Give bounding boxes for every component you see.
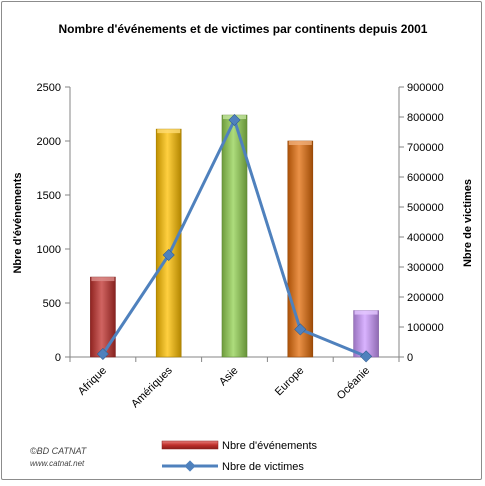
bar-cap	[157, 129, 181, 134]
chart-frame: Nombre d'événements et de victimes par c…	[1, 1, 482, 480]
y-tick-label: 0	[55, 352, 61, 364]
line-marker	[294, 323, 307, 336]
x-tick-label: Océanie	[335, 365, 372, 402]
y-tick-label: 1000	[37, 244, 61, 256]
line-marker	[162, 248, 175, 262]
legend-swatch-events	[161, 440, 219, 450]
y2-tick-label: 900000	[407, 82, 444, 94]
y2-tick-label: 700000	[407, 142, 444, 154]
bar-cap	[91, 277, 115, 282]
y-tick-label: 2500	[37, 82, 61, 94]
credit-line-1: ©BD CATNAT	[30, 446, 88, 456]
plot-area: 0 500 1000 1500 2000 2500 0 100000 200000 300000 4…	[37, 82, 444, 410]
bar	[353, 310, 379, 358]
x-tick-label: Europe	[273, 365, 307, 399]
bar	[155, 128, 182, 358]
y2-axis-label: Nbre de victimes	[462, 179, 474, 267]
y-tick-label: 500	[43, 298, 61, 310]
legend-label-events: Nbre d'événements	[222, 440, 318, 452]
credit-line-2: www.catnat.net	[30, 459, 85, 468]
y-tick-label: 2000	[37, 136, 61, 148]
x-tick-label: Amériques	[129, 364, 175, 410]
y2-tick-label: 0	[407, 352, 413, 364]
line-marker	[360, 350, 373, 363]
y-axis-label: Nbre d'événements	[12, 172, 24, 273]
legend-marker-victims	[184, 460, 196, 472]
y2-tick-label: 200000	[407, 292, 444, 304]
bar-cap	[288, 141, 312, 145]
x-tick-label: Asie	[217, 365, 241, 389]
bar	[90, 276, 116, 358]
legend: Nbre d'événements Nbre de victimes	[161, 440, 318, 473]
legend-label-victims: Nbre de victimes	[222, 461, 304, 473]
chart-title: Nombre d'événements et de victimes par c…	[59, 22, 428, 36]
x-tick-label: Afrique	[76, 365, 109, 398]
y2-tick-label: 300000	[407, 262, 444, 274]
y2-tick-label: 400000	[407, 232, 444, 244]
line-marker	[228, 113, 241, 127]
line-marker	[96, 347, 109, 361]
y2-tick-label: 500000	[407, 202, 444, 214]
y2-tick-label: 100000	[407, 322, 444, 334]
y2-tick-label: 800000	[407, 112, 444, 124]
chart: Nombre d'événements et de victimes par c…	[12, 22, 474, 473]
bar-cap	[354, 310, 378, 315]
y-tick-label: 1500	[37, 190, 61, 202]
y2-tick-label: 600000	[407, 172, 444, 184]
